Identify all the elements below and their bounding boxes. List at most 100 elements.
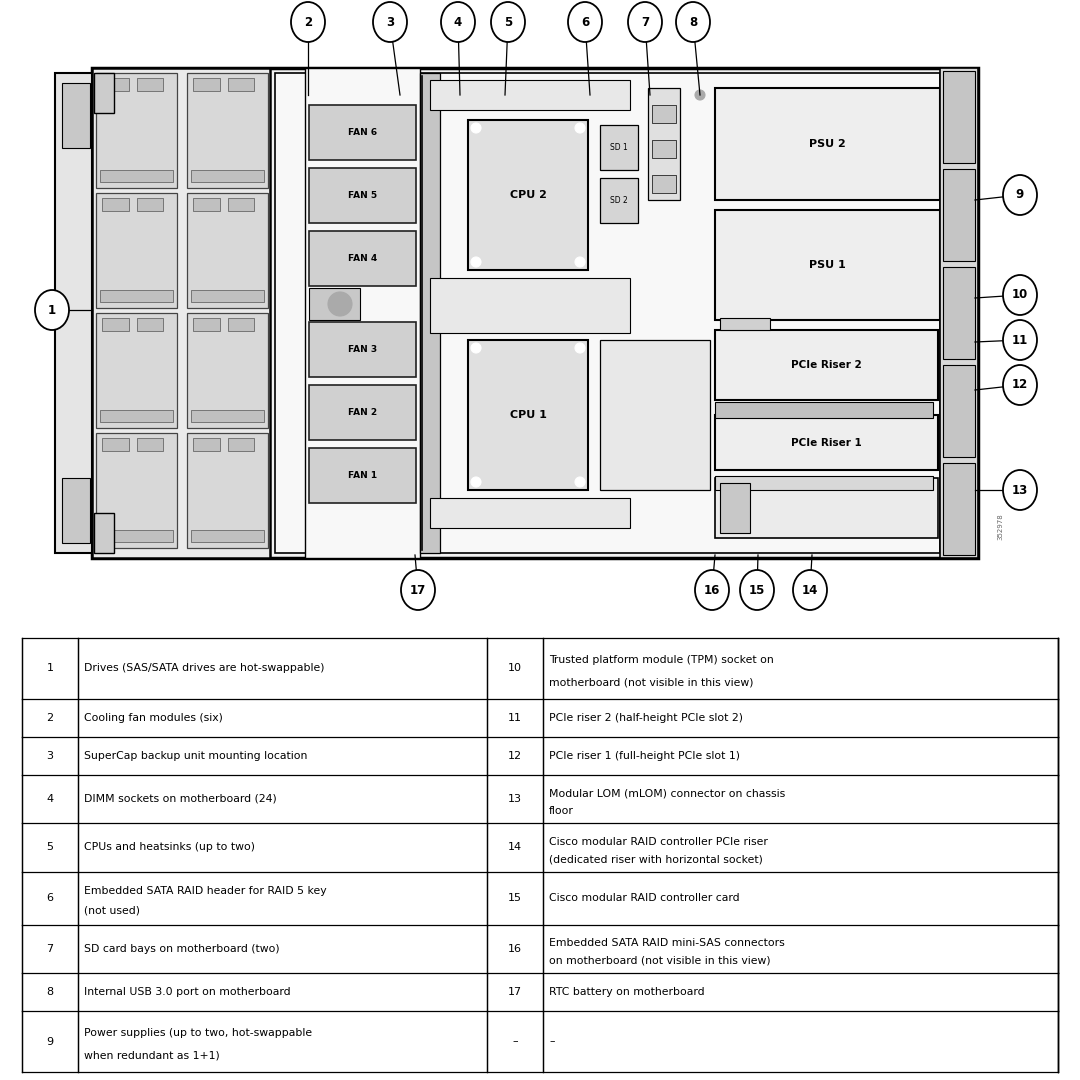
Text: 5: 5 bbox=[504, 15, 512, 28]
Bar bbox=[715, 87, 940, 200]
Bar bbox=[187, 193, 268, 308]
Bar bbox=[430, 498, 630, 528]
Ellipse shape bbox=[740, 570, 774, 610]
Text: 7: 7 bbox=[640, 15, 649, 28]
Bar bbox=[100, 170, 173, 183]
Ellipse shape bbox=[1003, 320, 1037, 360]
Bar bbox=[191, 291, 264, 302]
Text: 16: 16 bbox=[704, 583, 720, 596]
Ellipse shape bbox=[291, 2, 325, 42]
Bar bbox=[228, 198, 254, 211]
Text: 12: 12 bbox=[508, 751, 523, 760]
Bar bbox=[191, 530, 264, 542]
Ellipse shape bbox=[1003, 470, 1037, 510]
Text: Trusted platform module (TPM) socket on: Trusted platform module (TPM) socket on bbox=[549, 656, 774, 665]
Bar bbox=[193, 198, 219, 211]
Bar bbox=[92, 68, 270, 558]
Bar bbox=[55, 73, 92, 553]
Ellipse shape bbox=[491, 2, 525, 42]
Bar bbox=[652, 105, 676, 123]
Ellipse shape bbox=[793, 570, 827, 610]
Bar bbox=[420, 73, 440, 553]
Bar bbox=[96, 73, 177, 188]
Text: FAN 1: FAN 1 bbox=[348, 471, 377, 480]
Text: FAN 3: FAN 3 bbox=[348, 345, 377, 354]
Bar bbox=[943, 267, 975, 359]
Bar bbox=[715, 415, 939, 470]
Text: floor: floor bbox=[549, 806, 573, 815]
Text: PCIe riser 1 (full-height PCIe slot 1): PCIe riser 1 (full-height PCIe slot 1) bbox=[549, 751, 740, 760]
Text: 13: 13 bbox=[508, 794, 522, 804]
Bar bbox=[943, 365, 975, 457]
Bar bbox=[191, 410, 264, 422]
Text: PCIe Riser 2: PCIe Riser 2 bbox=[792, 360, 862, 370]
Text: Cooling fan modules (six): Cooling fan modules (six) bbox=[84, 713, 222, 723]
Text: PCIe riser 2 (half-height PCIe slot 2): PCIe riser 2 (half-height PCIe slot 2) bbox=[549, 713, 743, 723]
Text: PSU 1: PSU 1 bbox=[809, 260, 846, 270]
Text: FAN 2: FAN 2 bbox=[348, 408, 377, 417]
Text: 4: 4 bbox=[454, 15, 462, 28]
Ellipse shape bbox=[568, 2, 602, 42]
Bar bbox=[715, 210, 940, 320]
Text: 14: 14 bbox=[508, 842, 523, 852]
Bar bbox=[100, 530, 173, 542]
Text: Modular LOM (mLOM) connector on chassis: Modular LOM (mLOM) connector on chassis bbox=[549, 788, 785, 798]
Text: FAN 6: FAN 6 bbox=[348, 129, 377, 137]
Circle shape bbox=[471, 477, 481, 487]
Ellipse shape bbox=[676, 2, 710, 42]
Text: PCIe Riser 1: PCIe Riser 1 bbox=[792, 437, 862, 447]
Text: 6: 6 bbox=[46, 893, 54, 903]
Bar bbox=[62, 83, 90, 148]
Text: Cisco modular RAID controller card: Cisco modular RAID controller card bbox=[549, 893, 740, 903]
Text: 15: 15 bbox=[748, 583, 766, 596]
Bar bbox=[193, 438, 219, 451]
Text: SD 2: SD 2 bbox=[610, 195, 627, 205]
Bar bbox=[100, 410, 173, 422]
Bar bbox=[187, 433, 268, 548]
Bar bbox=[430, 80, 630, 110]
Bar bbox=[102, 78, 129, 91]
Text: 4: 4 bbox=[46, 794, 54, 804]
Text: when redundant as 1+1): when redundant as 1+1) bbox=[84, 1050, 219, 1061]
Bar bbox=[136, 318, 163, 330]
Text: 9: 9 bbox=[1016, 189, 1024, 202]
Text: 3: 3 bbox=[46, 751, 54, 760]
Circle shape bbox=[575, 343, 585, 353]
Ellipse shape bbox=[1003, 365, 1037, 405]
Text: DIMM sockets on motherboard (24): DIMM sockets on motherboard (24) bbox=[84, 794, 276, 804]
Bar bbox=[309, 322, 416, 377]
Bar bbox=[96, 433, 177, 548]
Text: 5: 5 bbox=[46, 842, 54, 852]
Ellipse shape bbox=[441, 2, 475, 42]
Text: 2: 2 bbox=[46, 713, 54, 723]
Bar bbox=[193, 318, 219, 330]
Text: FAN 4: FAN 4 bbox=[348, 254, 377, 264]
Text: (not used): (not used) bbox=[84, 906, 140, 916]
Bar bbox=[309, 168, 416, 222]
Bar bbox=[940, 68, 978, 558]
Text: 12: 12 bbox=[1012, 378, 1028, 391]
Circle shape bbox=[696, 90, 705, 100]
Text: 6: 6 bbox=[581, 15, 589, 28]
Text: 15: 15 bbox=[508, 893, 522, 903]
Bar bbox=[309, 231, 416, 286]
Bar bbox=[943, 463, 975, 555]
Bar bbox=[275, 73, 940, 553]
Text: CPU 1: CPU 1 bbox=[510, 410, 546, 420]
Bar bbox=[715, 402, 933, 418]
Bar bbox=[600, 125, 638, 170]
Bar bbox=[136, 78, 163, 91]
Bar bbox=[228, 78, 254, 91]
Bar bbox=[720, 318, 770, 330]
Bar bbox=[943, 168, 975, 261]
Bar bbox=[305, 68, 420, 558]
Text: 9: 9 bbox=[46, 1037, 54, 1047]
Circle shape bbox=[471, 257, 481, 267]
Bar bbox=[309, 105, 416, 160]
Text: Embedded SATA RAID mini-SAS connectors: Embedded SATA RAID mini-SAS connectors bbox=[549, 939, 785, 948]
Text: 11: 11 bbox=[1012, 334, 1028, 347]
Text: 1: 1 bbox=[48, 303, 56, 316]
Text: SuperCap backup unit mounting location: SuperCap backup unit mounting location bbox=[84, 751, 308, 760]
Bar bbox=[228, 318, 254, 330]
Bar bbox=[187, 313, 268, 428]
